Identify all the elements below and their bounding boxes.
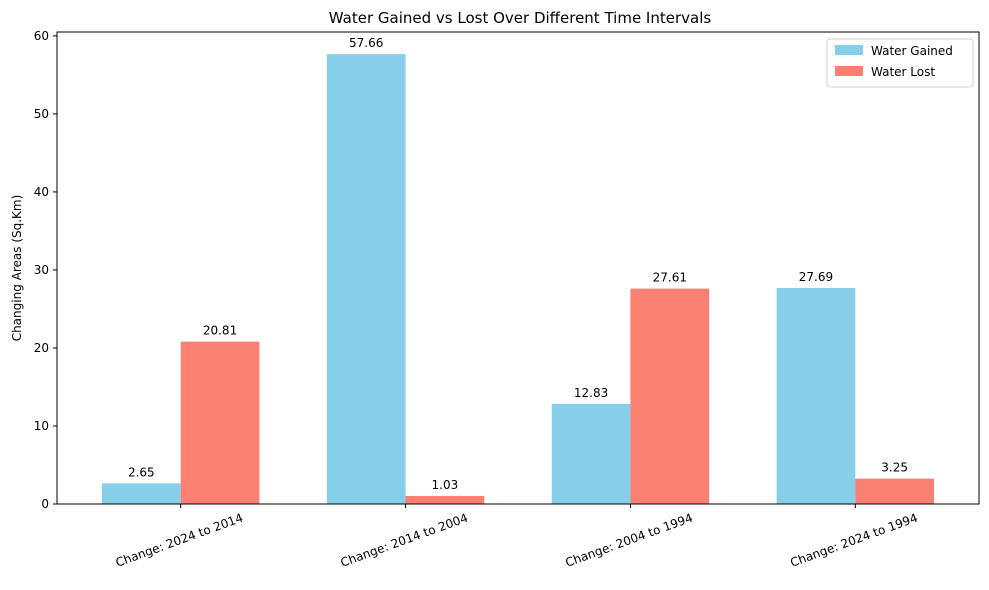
data-label: 27.69 [799,270,833,284]
y-tick-label: 20 [34,341,49,355]
data-label: 1.03 [432,478,459,492]
bar-gained-3 [776,287,856,504]
bar-lost-1 [405,495,485,504]
legend-box [826,38,974,88]
y-tick-label: 10 [34,419,49,433]
y-tick-label: 30 [34,263,49,277]
bar-lost-2 [630,288,710,504]
legend-label: Water Gained [871,44,953,58]
x-tick-label: Change: 2014 to 2004 [339,511,470,570]
data-labels-group: 2.65 57.66 12.83 27.69 20.81 1.03 27.61 3.25 [128,36,908,492]
data-label: 20.81 [203,324,237,338]
data-label: 12.83 [574,386,608,400]
legend: Water Gained Water Lost [826,38,974,88]
chart-title: Water Gained vs Lost Over Different Time… [329,9,712,27]
bar-gained-0 [101,483,181,504]
plot-frame [56,31,980,505]
y-axis-label: Changing Areas (Sq.Km) [10,195,24,342]
bar-lost-3 [855,478,935,504]
data-label: 57.66 [349,36,383,50]
bar-lost-0 [180,341,260,504]
bar-gained-2 [551,403,631,504]
x-tick-label: Change: 2024 to 1994 [788,511,919,570]
bar-gained-1 [326,54,406,505]
x-tick-label: Change: 2004 to 1994 [563,511,694,570]
y-tick-label: 60 [34,29,49,43]
legend-swatch-gained [835,45,863,55]
data-label: 3.25 [881,461,908,475]
x-tick-label: Change: 2024 to 2014 [114,511,245,570]
legend-swatch-lost [835,66,863,76]
legend-label: Water Lost [871,65,935,79]
y-axis: 0 10 20 30 40 50 60 [34,29,57,511]
y-tick-label: 40 [34,185,49,199]
data-label: 27.61 [653,271,687,285]
data-label: 2.65 [128,465,155,479]
x-axis: Change: 2024 to 2014 Change: 2014 to 2004… [114,504,920,570]
y-tick-label: 0 [41,497,49,511]
y-tick-label: 50 [34,107,49,121]
bars-group [101,54,935,505]
